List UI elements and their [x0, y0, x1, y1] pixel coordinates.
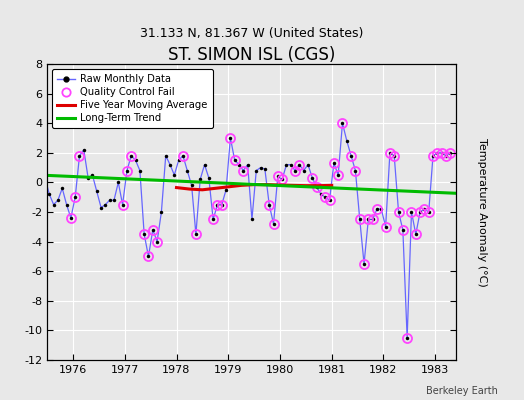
Title: ST. SIMON ISL (CGS): ST. SIMON ISL (CGS) — [168, 46, 335, 64]
Y-axis label: Temperature Anomaly (°C): Temperature Anomaly (°C) — [477, 138, 487, 286]
Text: 31.133 N, 81.367 W (United States): 31.133 N, 81.367 W (United States) — [140, 27, 363, 40]
Text: Berkeley Earth: Berkeley Earth — [426, 386, 498, 396]
Legend: Raw Monthly Data, Quality Control Fail, Five Year Moving Average, Long-Term Tren: Raw Monthly Data, Quality Control Fail, … — [52, 69, 213, 128]
